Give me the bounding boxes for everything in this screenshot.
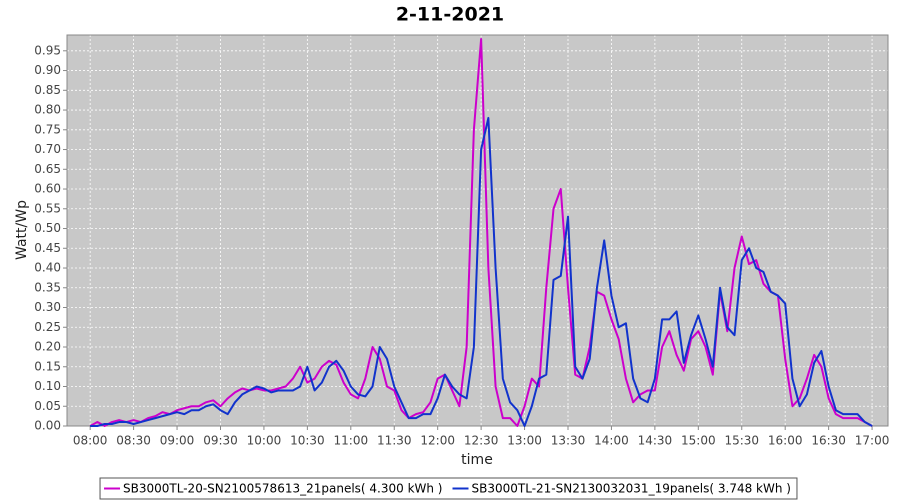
x-tick-label: 12:00 <box>420 434 455 448</box>
x-tick-label: 16:30 <box>811 434 846 448</box>
y-tick-label: 0.80 <box>34 103 61 117</box>
chart-title: 2-11-2021 <box>396 4 504 26</box>
y-tick-label: 0.70 <box>34 142 61 156</box>
x-tick-label: 14:30 <box>638 434 673 448</box>
y-tick-label: 0.30 <box>34 300 61 314</box>
x-tick-label: 10:00 <box>247 434 282 448</box>
x-tick-label: 13:00 <box>507 434 542 448</box>
x-tick-label: 15:00 <box>681 434 716 448</box>
y-tick-label: 0.50 <box>34 221 61 235</box>
x-tick-label: 14:00 <box>594 434 629 448</box>
x-tick-label: 08:30 <box>116 434 151 448</box>
x-tick-label: 10:30 <box>290 434 325 448</box>
y-tick-label: 0.20 <box>34 340 61 354</box>
y-axis-label: Watt/Wp <box>14 200 30 260</box>
legend-label: SB3000TL-20-SN2100578613_21panels( 4.300… <box>123 482 442 496</box>
x-axis-label: time <box>461 452 493 468</box>
x-tick-label: 17:00 <box>855 434 890 448</box>
y-tick-label: 0.35 <box>34 280 61 294</box>
x-tick-label: 08:00 <box>73 434 108 448</box>
y-tick-label: 0.55 <box>34 201 61 215</box>
plot-border <box>66 34 889 427</box>
y-tick-label: 0.75 <box>34 122 61 136</box>
y-tick-label: 0.25 <box>34 320 61 334</box>
series-line <box>90 116 873 427</box>
legend-box <box>99 477 798 500</box>
legend-label: SB3000TL-21-SN2130032031_19panels( 3.748… <box>472 482 791 496</box>
x-tick-label: 11:00 <box>334 434 369 448</box>
y-tick-label: 0.40 <box>34 261 61 275</box>
x-tick-label: 16:00 <box>768 434 803 448</box>
x-tick-label: 09:30 <box>203 434 238 448</box>
y-tick-label: 0.15 <box>34 359 61 373</box>
x-tick-label: 11:30 <box>377 434 412 448</box>
y-tick-label: 0.00 <box>34 419 61 433</box>
y-tick-label: 0.60 <box>34 182 61 196</box>
x-tick-label: 12:30 <box>464 434 499 448</box>
x-tick-label: 15:30 <box>724 434 759 448</box>
y-tick-label: 0.85 <box>34 83 61 97</box>
y-tick-label: 0.10 <box>34 379 61 393</box>
y-tick-label: 0.45 <box>34 241 61 255</box>
y-tick-label: 0.95 <box>34 43 61 57</box>
y-tick-label: 0.65 <box>34 162 61 176</box>
legend: SB3000TL-20-SN2100578613_21panels( 4.300… <box>99 477 798 500</box>
y-tick-label: 0.05 <box>34 399 61 413</box>
y-tick-label: 0.90 <box>34 63 61 77</box>
x-tick-label: 09:00 <box>160 434 195 448</box>
series-line <box>89 37 873 427</box>
x-tick-label: 13:30 <box>551 434 586 448</box>
